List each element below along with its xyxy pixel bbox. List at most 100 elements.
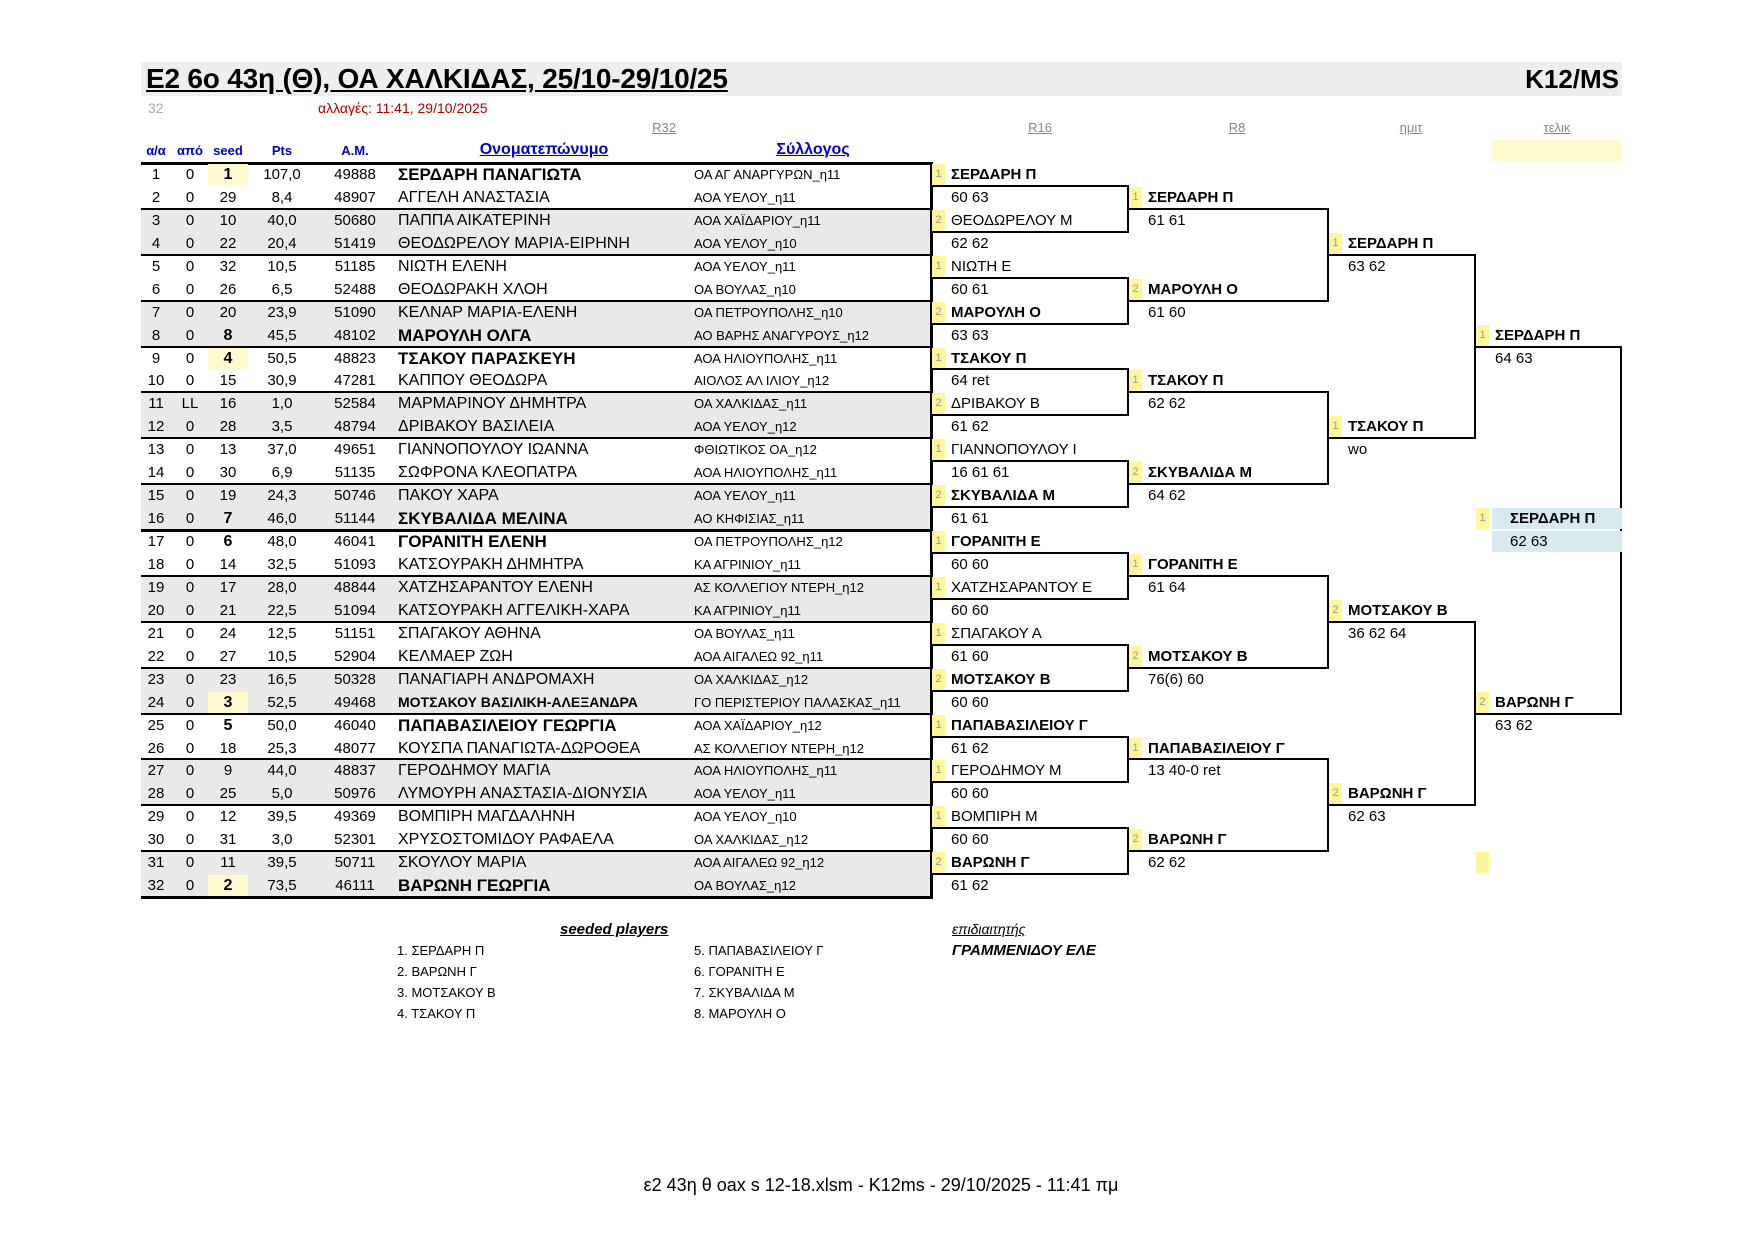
bracket-name: ΣΕΡΔΑΡΗ Π xyxy=(1148,188,1234,206)
cell-apo: 0 xyxy=(185,510,195,528)
bracket-name: ΜΟΤΣΑΚΟΥ Β xyxy=(1148,647,1248,665)
match-score: 61 62 xyxy=(951,877,989,895)
bracket-line xyxy=(1475,345,1622,348)
player-club: ΦΘΙΩΤΙΚΟΣ ΟΑ_η12 xyxy=(694,442,817,458)
player-club: ΟΑ ΧΑΛΚΙΔΑΣ_η12 xyxy=(694,671,809,687)
player-club: ΟΑ ΧΑΛΚΙΔΑΣ_η11 xyxy=(694,396,808,412)
player-name: ΝΙΩΤΗ ΕΛΕΝΗ xyxy=(398,257,507,275)
row-divider xyxy=(141,161,933,165)
match-score: 16 61 61 xyxy=(951,464,1010,482)
match-score: 62 62 xyxy=(951,234,989,252)
bracket-line xyxy=(1328,620,1476,623)
col-header-am: A.M. xyxy=(341,143,369,158)
cell-pts: 20,4 xyxy=(267,234,297,252)
shaded-group xyxy=(141,575,931,622)
bracket-name: ΓΟΡΑΝΙΤΗ Ε xyxy=(951,533,1041,551)
match-score: 63 62 xyxy=(1495,716,1533,734)
cell-pts: 22,5 xyxy=(267,601,297,619)
row-divider xyxy=(141,850,933,853)
winner-position-marker: 1 xyxy=(1129,186,1142,208)
cell-seed: 29 xyxy=(219,188,237,206)
player-name: ΣΚΥΒΑΛΙΔΑ ΜΕΛΙΝΑ xyxy=(398,509,568,529)
player-name: ΚΑΠΠΟΥ ΘΕΟΔΩΡΑ xyxy=(398,372,548,390)
player-name: ΛΥΜΟΥΡΗ ΑΝΑΣΤΑΣΙΑ-ΔΙΟΝΥΣΙΑ xyxy=(398,785,648,803)
cell-seed: 31 xyxy=(219,831,237,849)
match-score: 60 61 xyxy=(951,280,989,298)
cell-apo: 0 xyxy=(185,808,195,826)
winner-position-marker: 2 xyxy=(932,485,945,507)
cell-am: 50746 xyxy=(334,487,376,505)
seeded-player: 5. ΠΑΠΑΒΑΣΙΛΕΙΟΥ Γ xyxy=(694,943,824,958)
row-divider xyxy=(141,804,933,807)
col-header-name: Ονοματεπώνυμο xyxy=(479,141,609,158)
bracket-name: ΜΟΤΣΑΚΟΥ Β xyxy=(951,670,1051,688)
match-score: 64 ret xyxy=(951,372,990,390)
bracket-name: ΧΑΤΖΗΣΑΡΑΝΤΟΥ Ε xyxy=(951,578,1093,596)
row-divider xyxy=(141,207,933,210)
cell-apo: LL xyxy=(181,395,199,413)
draw-size: 32 xyxy=(148,100,164,116)
player-club: ΑΟΑ ΗΛΙΟΥΠΟΛΗΣ_η11 xyxy=(694,350,838,366)
final-header-box xyxy=(1492,140,1622,161)
bracket-name: ΣΕΡΔΑΡΗ Π xyxy=(951,166,1037,183)
player-club: ΑΟΑ ΥΕΛΟΥ_η10 xyxy=(694,809,797,825)
bracket-name: ΣΕΡΔΑΡΗ Π xyxy=(1348,234,1434,252)
cell-am: 49651 xyxy=(334,441,376,459)
cell-am: 48907 xyxy=(334,188,376,206)
cell-apo: 0 xyxy=(185,257,195,275)
winner-position-marker: 1 xyxy=(932,622,945,644)
title-bar xyxy=(141,62,1622,96)
bracket-name: ΠΑΠΑΒΑΣΙΛΕΙΟΥ Γ xyxy=(951,716,1088,734)
last-changes: αλλαγές: 11:41, 29/10/2025 xyxy=(318,100,488,116)
cell-am: 52584 xyxy=(334,395,376,413)
cell-pts: 1,0 xyxy=(271,395,293,413)
champion-score-highlight xyxy=(1492,531,1622,553)
player-name: ΣΠΑΓΑΚΟΥ ΑΘΗΝΑ xyxy=(398,624,541,642)
cell-am: 51419 xyxy=(334,234,376,252)
bracket-line xyxy=(931,827,1129,830)
bracket-name: ΠΑΠΑΒΑΣΙΛΕΙΟΥ Γ xyxy=(1148,739,1285,757)
player-name: ΠΑΝΑΓΙΑΡΗ ΑΝΔΡΟΜΑΧΗ xyxy=(398,670,595,688)
player-name: ΘΕΟΔΩΡΑΚΗ ΧΛΟΗ xyxy=(398,280,548,298)
cell-pts: 28,0 xyxy=(267,578,297,596)
winner-position-marker: 1 xyxy=(932,439,945,461)
cell-apo: 0 xyxy=(185,739,195,757)
cell-pts: 10,5 xyxy=(267,257,297,275)
cell-apo: 0 xyxy=(185,670,195,688)
cell-pts: 46,0 xyxy=(267,510,297,528)
player-name: ΤΣΑΚΟΥ ΠΑΡΑΣΚΕΥΗ xyxy=(398,348,576,368)
cell-aa: 12 xyxy=(147,418,165,436)
player-name: ΜΑΡΟΥΛΗ ΟΛΓΑ xyxy=(398,325,532,345)
match-score: 60 63 xyxy=(951,188,989,206)
player-club: ΟΑ ΒΟΥΛΑΣ_η12 xyxy=(694,878,796,894)
bracket-line xyxy=(931,322,1129,325)
row-divider xyxy=(141,253,933,256)
cell-apo: 0 xyxy=(185,280,195,298)
cell-am: 51093 xyxy=(334,555,376,573)
cell-am: 48844 xyxy=(334,578,376,596)
seeded-player: 2. ΒΑΡΩΝΗ Γ xyxy=(397,964,477,979)
cell-pts: 3,0 xyxy=(271,831,293,849)
winner-position-marker: 2 xyxy=(1329,599,1342,621)
cell-aa: 30 xyxy=(147,831,165,849)
cell-aa: 19 xyxy=(147,578,165,596)
cell-aa: 25 xyxy=(147,716,165,734)
row-divider xyxy=(141,758,933,761)
bracket-name: ΤΣΑΚΟΥ Π xyxy=(1348,418,1424,436)
bracket-line xyxy=(1128,299,1329,302)
winner-position-marker: 1 xyxy=(1329,232,1342,254)
bracket-name: ΣΠΑΓΑΚΟΥ Α xyxy=(951,624,1042,642)
bracket-line xyxy=(931,781,1129,784)
cell-aa: 23 xyxy=(147,670,165,688)
winner-position-marker: 2 xyxy=(932,209,945,231)
winner-position-marker: 1 xyxy=(1129,553,1142,575)
winner-position-marker: 2 xyxy=(1329,783,1342,805)
match-score: 63 63 xyxy=(951,326,989,344)
cell-apo: 0 xyxy=(185,762,195,780)
cell-pts: 3,5 xyxy=(271,418,293,436)
cell-aa: 14 xyxy=(147,464,165,482)
match-score: 61 61 xyxy=(1148,211,1186,229)
cell-aa: 13 xyxy=(147,441,165,459)
bracket-name: ΝΙΩΤΗ Ε xyxy=(951,257,1012,275)
cell-aa: 1 xyxy=(151,166,161,183)
